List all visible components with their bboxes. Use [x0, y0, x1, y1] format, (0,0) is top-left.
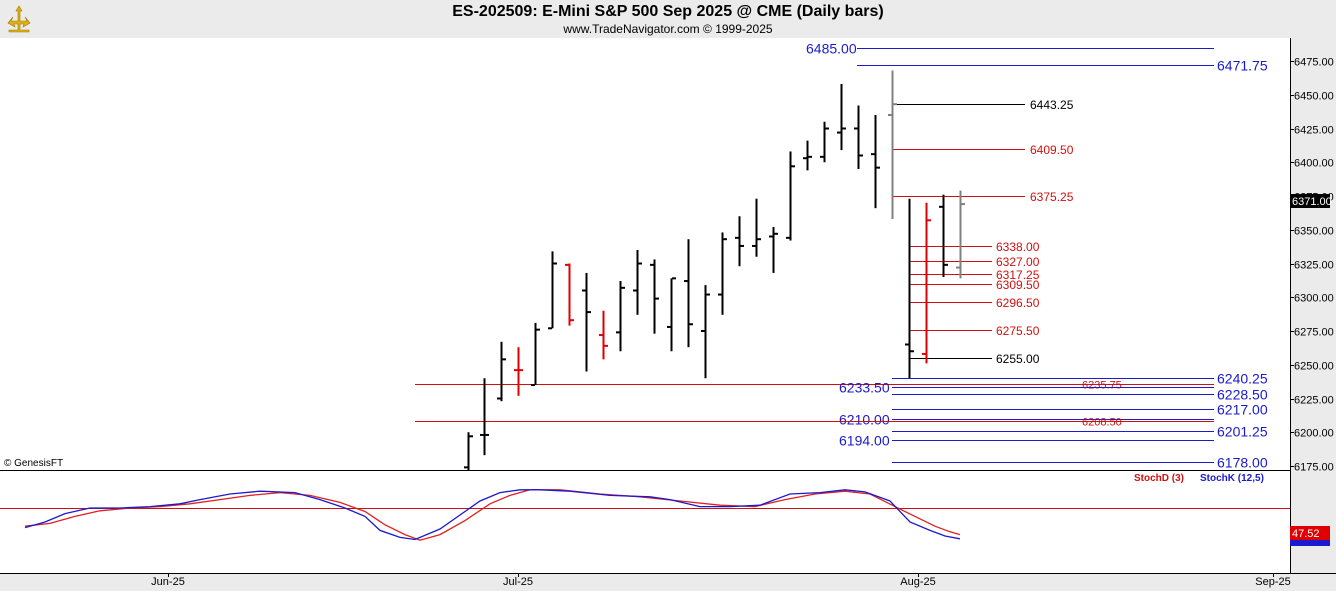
level-label: 6375.25 — [1030, 190, 1074, 204]
ohlc-bar — [633, 250, 642, 315]
ohlc-bar — [956, 190, 965, 279]
ohlc-bar — [820, 121, 829, 163]
stochk-value-box — [1290, 540, 1330, 546]
ohlc-bar — [922, 202, 931, 364]
ohlc-bar — [939, 194, 948, 277]
copyright-label: © GenesisFT — [4, 458, 64, 469]
ohlc-bar — [565, 263, 574, 326]
y-tick-label: 6175.00 — [1294, 462, 1334, 474]
level-label: 6178.00 — [1217, 455, 1268, 471]
level-label: 6338.00 — [996, 240, 1040, 254]
y-tick-label: 6400.00 — [1294, 158, 1334, 170]
ohlc-bar — [464, 432, 473, 471]
ohlc-bar — [769, 227, 778, 273]
ohlc-bar — [871, 115, 880, 209]
ohlc-bar — [701, 285, 710, 379]
last-price-box — [1290, 194, 1330, 208]
ohlc-bar — [718, 232, 727, 315]
ohlc-bar — [803, 140, 812, 171]
x-tick-label: Aug-25 — [900, 576, 935, 588]
level-label: 6210.00 — [839, 412, 890, 428]
ohlc-bar — [667, 277, 676, 352]
stochd-line — [24, 489, 961, 541]
y-tick-label: 6450.00 — [1294, 91, 1334, 103]
tradenavigator-logo-icon — [3, 3, 35, 35]
level-label: 6296.50 — [996, 296, 1040, 310]
x-tick-label: Jun-25 — [151, 576, 185, 588]
y-tick-label: 6350.00 — [1294, 226, 1334, 238]
level-label: 6409.50 — [1030, 143, 1074, 157]
stochd-value-box — [1290, 526, 1330, 540]
ohlc-bar — [735, 216, 744, 267]
level-label: 6208.50 — [1082, 416, 1122, 428]
level-label: 6443.25 — [1030, 98, 1074, 112]
y-tick-label: 6200.00 — [1294, 428, 1334, 440]
stochk-line — [24, 489, 961, 541]
x-tick-label: Jul-25 — [503, 576, 533, 588]
y-tick-label: 6250.00 — [1294, 361, 1334, 373]
y-tick-label: 6275.00 — [1294, 327, 1334, 339]
level-label: 6228.50 — [1217, 387, 1268, 403]
y-tick-label: 6300.00 — [1294, 293, 1334, 305]
y-tick-label: 6225.00 — [1294, 395, 1334, 407]
level-label: 6233.50 — [839, 380, 890, 396]
level-label: 6471.75 — [1217, 58, 1268, 74]
ohlc-bar — [837, 83, 846, 151]
x-tick-label: Sep-25 — [1255, 576, 1290, 588]
stochd-value-label: 47.52 — [1292, 528, 1320, 540]
stoch-panel — [0, 471, 1290, 573]
stochk-legend: StochK (12,5) — [1200, 473, 1264, 484]
level-label: 6309.50 — [996, 278, 1040, 292]
last-price-label: 6371.00 — [1292, 196, 1332, 208]
level-label: 6240.25 — [1217, 371, 1268, 387]
level-label: 6235.75 — [1082, 379, 1122, 391]
y-tick-label: 6325.00 — [1294, 260, 1334, 272]
level-label: 6217.00 — [1217, 402, 1268, 418]
ohlc-bar — [752, 198, 761, 257]
price-panel — [0, 38, 1290, 470]
ohlc-bar — [582, 272, 591, 372]
chart-subtitle: www.TradeNavigator.com © 1999-2025 — [563, 22, 773, 36]
ohlc-bar — [514, 347, 523, 396]
ohlc-bar — [480, 378, 489, 456]
chart-header: ES-202509: E-Mini S&P 500 Sep 2025 @ CME… — [0, 0, 1336, 38]
ohlc-bar — [650, 259, 659, 334]
ohlc-bar — [786, 151, 795, 241]
ohlc-bar — [905, 198, 914, 379]
ohlc-bar — [548, 251, 557, 330]
level-label: 6194.00 — [839, 433, 890, 449]
ohlc-bar — [599, 310, 608, 360]
stochd-legend: StochD (3) — [1134, 473, 1184, 484]
y-tick-label: 6475.00 — [1294, 57, 1334, 69]
ohlc-bar — [531, 322, 540, 386]
chart-title: ES-202509: E-Mini S&P 500 Sep 2025 @ CME… — [452, 3, 884, 20]
level-label: 6201.25 — [1217, 424, 1268, 440]
ohlc-bar — [684, 239, 693, 348]
ohlc-bar — [616, 281, 625, 352]
level-label: 6275.50 — [996, 324, 1040, 338]
ohlc-bar — [854, 105, 863, 169]
ohlc-bar — [888, 70, 897, 219]
level-label: 6327.00 — [996, 255, 1040, 269]
y-tick-label: 6425.00 — [1294, 125, 1334, 137]
level-label: 6485.00 — [806, 41, 857, 57]
ohlc-bar — [497, 341, 506, 402]
level-label: 6317.25 — [996, 268, 1040, 282]
level-label: 6255.00 — [996, 352, 1040, 366]
